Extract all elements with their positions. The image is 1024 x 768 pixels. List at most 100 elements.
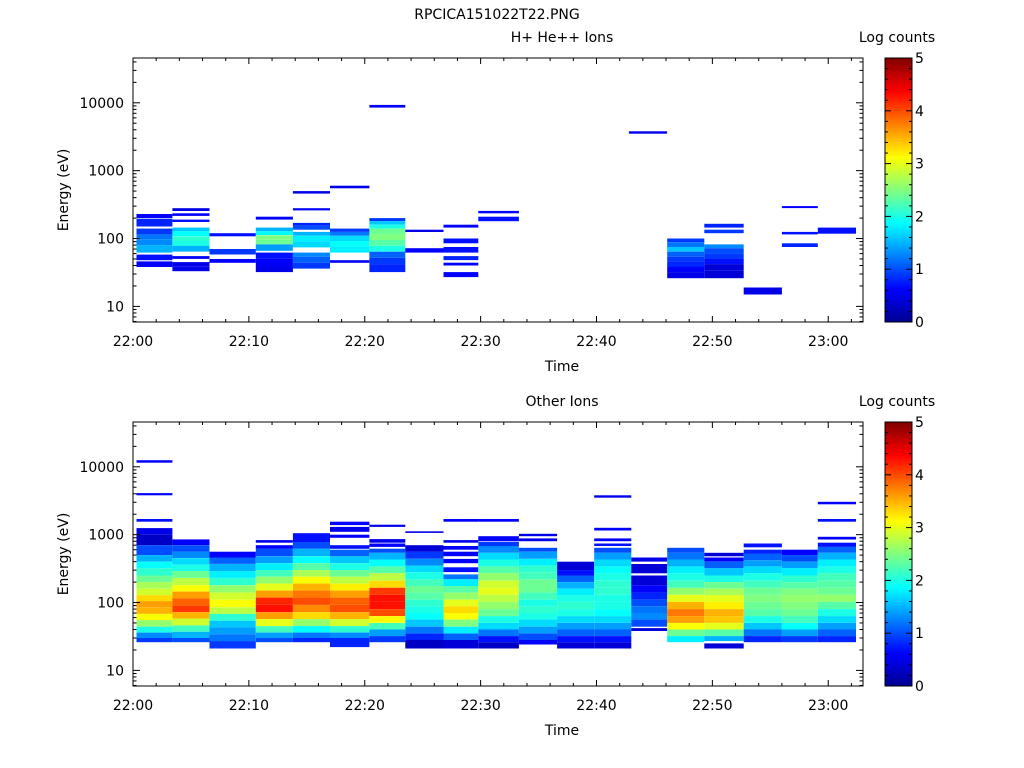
heatmap-cell <box>209 641 256 649</box>
colorbar-segment <box>885 562 912 565</box>
heatmap-cell <box>369 548 406 553</box>
colorbar-segment <box>885 682 912 685</box>
x-tick-label: 22:40 <box>576 698 616 714</box>
heatmap-cell <box>292 576 330 584</box>
colorbar-segment <box>885 96 912 99</box>
colorbar-segment <box>885 160 912 163</box>
heatmap-cell <box>781 629 818 637</box>
colorbar-segment <box>885 294 912 297</box>
heatmap-cell <box>557 570 595 576</box>
heatmap-cell <box>704 609 744 617</box>
heatmap-cell <box>557 561 595 571</box>
heatmap-cell <box>557 582 595 589</box>
colorbar-segment <box>885 90 912 93</box>
heatmap-cell <box>817 609 856 617</box>
heatmap-cell <box>172 213 210 216</box>
colorbar-segment <box>885 116 912 119</box>
colorbar-segment <box>885 204 912 207</box>
colorbar-segment <box>885 276 912 279</box>
colorbar-segment <box>885 636 912 639</box>
heatmap-cell <box>369 580 406 588</box>
colorbar-segment <box>885 650 912 653</box>
heatmap-cell <box>478 546 519 553</box>
heatmap-cell <box>330 545 370 549</box>
heatmap-cell <box>292 590 330 598</box>
colorbar-segment <box>885 292 912 295</box>
heatmap-cell <box>136 575 173 583</box>
heatmap-cell <box>817 227 856 234</box>
colorbar-segment <box>885 74 912 77</box>
colorbar-segment <box>885 648 912 651</box>
colorbar-segment <box>885 428 912 431</box>
colorbar-segment <box>885 98 912 101</box>
heatmap-cell <box>292 632 330 638</box>
colorbar-tick-label: 0 <box>915 679 924 695</box>
heatmap-cell <box>557 629 595 637</box>
heatmap-cell <box>667 616 705 623</box>
heatmap-cell <box>443 606 479 613</box>
heatmap-cell <box>209 607 256 614</box>
heatmap-cell <box>255 612 293 620</box>
colorbar-segment <box>885 272 912 275</box>
x-tick-label: 22:50 <box>692 334 732 350</box>
colorbar-segment <box>885 634 912 637</box>
heatmap-cell <box>443 599 479 607</box>
colorbar-segment <box>885 94 912 97</box>
colorbar-segment <box>885 438 912 441</box>
heatmap-cell <box>172 612 210 619</box>
heatmap-cell <box>594 580 632 588</box>
colorbar-segment <box>885 424 912 427</box>
colorbar-segment <box>885 448 912 451</box>
colorbar-segment <box>885 142 912 145</box>
colorbar-segment <box>885 434 912 437</box>
colorbar-segment <box>885 468 912 471</box>
heatmap-cell <box>369 234 406 240</box>
heatmap-cell <box>781 555 818 562</box>
heatmap-cell <box>817 573 856 581</box>
heatmap-cell <box>405 551 444 559</box>
heatmap-cells <box>136 460 856 649</box>
y-tick-label: 100 <box>97 596 124 612</box>
colorbar-segment <box>885 602 912 605</box>
heatmap-cell <box>369 224 406 229</box>
heatmap-cell <box>743 629 782 637</box>
heatmap-cell <box>667 629 705 637</box>
colorbar-segment <box>885 450 912 453</box>
x-tick-label: 22:00 <box>113 698 153 714</box>
heatmap-cell <box>631 613 668 620</box>
colorbar-segment <box>885 642 912 645</box>
heatmap-cell <box>136 638 173 643</box>
heatmap-cell <box>704 264 744 271</box>
heatmap-cell <box>369 552 406 560</box>
heatmap-cell <box>172 638 210 643</box>
heatmap-cell <box>209 578 256 586</box>
heatmap-cell <box>255 235 293 240</box>
heatmap-cell <box>478 566 519 574</box>
colorbar-segment <box>885 498 912 501</box>
heatmap-cell <box>369 251 406 258</box>
x-tick-label: 22:50 <box>692 698 732 714</box>
colorbar-segment <box>885 652 912 655</box>
heatmap-cell <box>209 620 256 628</box>
colorbar-segment <box>885 252 912 255</box>
heatmap-cell <box>172 598 210 606</box>
colorbar-tick-label: 3 <box>915 157 924 173</box>
colorbar-segment <box>885 92 912 95</box>
colorbar-segment <box>885 466 912 469</box>
colorbar-segment <box>885 508 912 511</box>
colorbar-segment <box>885 198 912 201</box>
colorbar-segment <box>885 502 912 505</box>
heatmap-cell <box>330 185 370 189</box>
heatmap-cell <box>292 235 330 242</box>
heatmap-cell <box>667 594 705 602</box>
heatmap-cell <box>330 612 370 620</box>
heatmap-cell <box>594 642 632 649</box>
colorbar-segment <box>885 156 912 159</box>
heatmap-cell <box>443 540 479 543</box>
colorbar-segment <box>885 66 912 69</box>
heatmap-cell <box>667 580 705 588</box>
heatmap-cell <box>478 636 519 643</box>
colorbar-segment <box>885 172 912 175</box>
colorbar-segment <box>885 304 912 307</box>
heatmap-cell <box>172 545 210 552</box>
